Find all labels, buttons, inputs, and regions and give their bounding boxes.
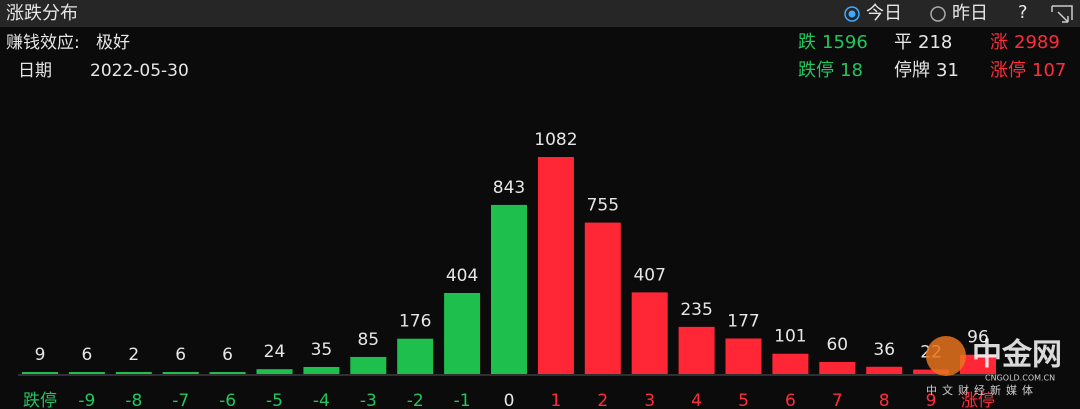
- bar: [584, 222, 621, 374]
- bar: [397, 338, 434, 374]
- value-label: 176: [399, 312, 431, 332]
- stat-label: 跌: [798, 32, 816, 53]
- stat-label: 跌停: [798, 60, 834, 81]
- value-label: 35: [311, 340, 333, 360]
- radio-dot: [848, 10, 856, 18]
- value-label: 6: [222, 345, 233, 365]
- bar: [444, 292, 481, 374]
- bar: [22, 372, 58, 374]
- watermark-name: 中金网: [972, 338, 1062, 373]
- stat-value: 218: [918, 32, 952, 53]
- x-tick-label: 1: [550, 391, 561, 409]
- stat-label: 停牌: [894, 60, 930, 81]
- bar: [256, 369, 293, 374]
- stat-label: 涨停: [990, 60, 1026, 81]
- x-tick-label: 涨停: [961, 391, 995, 409]
- x-tick-label: 5: [738, 391, 749, 409]
- value-label: 235: [680, 300, 712, 320]
- x-tick-label: 跌停: [23, 391, 57, 409]
- value-label: 96: [967, 328, 989, 348]
- x-tick-label: 3: [644, 391, 655, 409]
- x-tick-label: 4: [691, 391, 702, 409]
- radio-today[interactable]: [844, 6, 860, 22]
- stat-label: 涨: [990, 32, 1008, 53]
- stat-label: 平: [894, 32, 912, 53]
- popout-icon[interactable]: [1051, 5, 1073, 23]
- x-tick-label: -1: [454, 391, 471, 409]
- option-today[interactable]: 今日: [866, 3, 902, 24]
- bar: [350, 356, 387, 374]
- help[interactable]: ?: [1018, 2, 1028, 23]
- x-tick-label: -2: [407, 391, 424, 409]
- value-label: 177: [727, 312, 759, 332]
- bar: [115, 372, 152, 374]
- value-label: 1082: [534, 130, 577, 150]
- radio-yesterday[interactable]: [930, 6, 946, 22]
- bar: [678, 326, 715, 374]
- watermark-site: CNGOLD.COM.CN: [985, 374, 1055, 383]
- bar: [819, 361, 856, 374]
- x-tick-label: 2: [597, 391, 608, 409]
- x-tick-label: 7: [832, 391, 843, 409]
- value-label: 6: [81, 345, 92, 365]
- watermark-slogan: 中文财经新媒体: [926, 383, 1038, 397]
- value-label: 755: [587, 196, 619, 216]
- option-yesterday[interactable]: 昨日: [952, 3, 988, 24]
- x-tick-label: 6: [785, 391, 796, 409]
- value-label: 60: [826, 335, 848, 355]
- title-bar: [0, 0, 1080, 27]
- stat-value: 1596: [822, 32, 868, 53]
- bar: [725, 338, 762, 374]
- bar: [537, 157, 574, 374]
- value-label: 2: [128, 345, 139, 365]
- x-tick-label: -4: [313, 391, 330, 409]
- x-tick-label: -7: [172, 391, 189, 409]
- date-value: 2022-05-30: [90, 61, 189, 81]
- value-label: 407: [633, 265, 665, 285]
- bar: [68, 372, 105, 374]
- x-tick-label: -9: [78, 391, 95, 409]
- x-tick-label: -5: [266, 391, 283, 409]
- effect-value: 极好: [96, 33, 130, 53]
- value-label: 6: [175, 345, 186, 365]
- x-tick-label: 8: [879, 391, 890, 409]
- stat-value: 2989: [1014, 32, 1060, 53]
- watermark-logo: [926, 336, 966, 376]
- value-label: 101: [774, 327, 806, 347]
- value-label: 24: [264, 342, 286, 362]
- stat-value: 31: [936, 60, 959, 81]
- value-label: 843: [493, 178, 525, 198]
- bar: [209, 372, 246, 374]
- x-tick-label: -6: [219, 391, 236, 409]
- x-tick-label: 0: [504, 391, 515, 409]
- panel-title: 涨跌分布: [6, 3, 78, 24]
- bar: [960, 354, 996, 374]
- bar: [772, 353, 809, 374]
- stat-value: 107: [1032, 60, 1066, 81]
- bar: [913, 369, 950, 374]
- bar: [866, 366, 903, 374]
- bar: [631, 292, 668, 374]
- bar: [303, 366, 340, 374]
- x-tick-label: -3: [360, 391, 377, 409]
- x-tick-label: -8: [125, 391, 142, 409]
- x-tick-label: 9: [926, 391, 937, 409]
- effect-label: 赚钱效应:: [6, 33, 80, 53]
- date-label: 日期: [18, 61, 52, 81]
- value-label: 36: [873, 340, 895, 360]
- stat-value: 18: [840, 60, 863, 81]
- value-label: 85: [357, 330, 379, 350]
- bar: [491, 204, 527, 374]
- value-label: 9: [35, 345, 46, 365]
- bar: [162, 372, 199, 374]
- value-label: 404: [446, 266, 478, 286]
